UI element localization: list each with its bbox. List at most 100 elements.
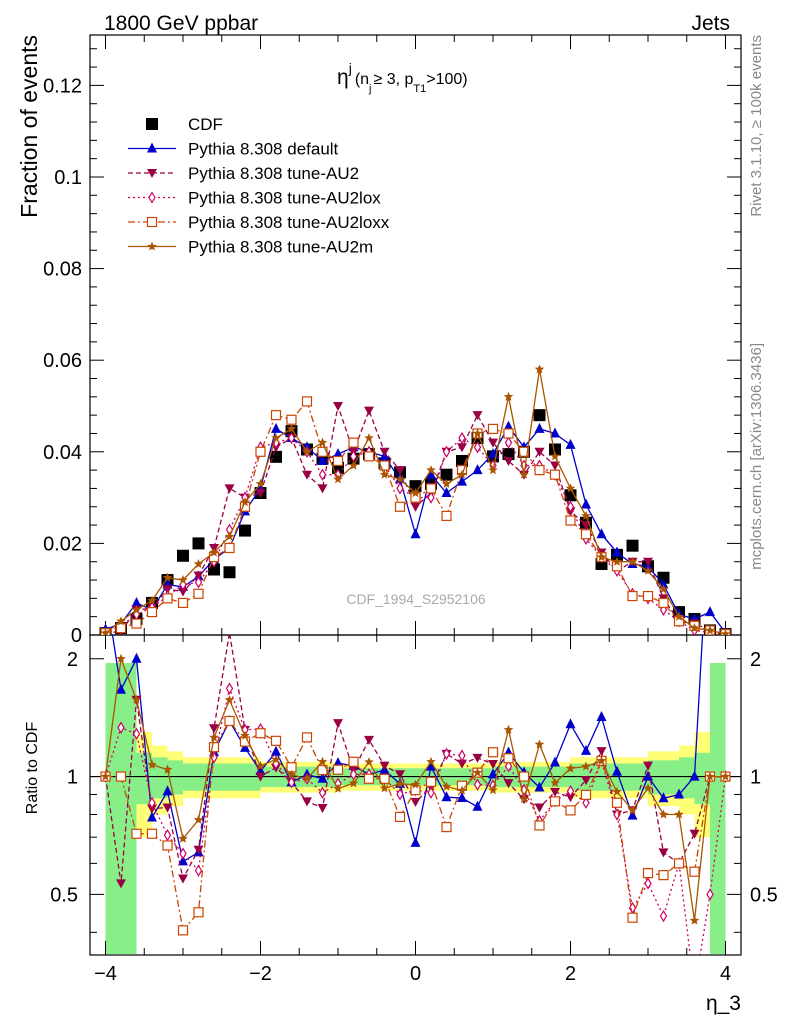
- header-right: Jets: [691, 12, 730, 35]
- x-tick-label: 0: [410, 963, 421, 985]
- series-2-point: [550, 461, 560, 471]
- series-5-ratio-point: [472, 767, 483, 777]
- series-5-point: [271, 433, 281, 443]
- legend-label-4: Pythia 8.308 tune-AU2loxx: [188, 213, 390, 232]
- series-5-ratio-point: [240, 730, 250, 740]
- series-5-point: [395, 474, 405, 484]
- series-2-ratio-point: [565, 793, 576, 803]
- series-5-point: [550, 451, 560, 461]
- series-2-point: [503, 456, 514, 466]
- series-2-ratio-point: [209, 724, 219, 734]
- series-4-ratio-point: [301, 732, 313, 743]
- series-2-ratio-point: [643, 761, 653, 771]
- series-1-ratio-point: [534, 781, 545, 792]
- series-5-point: [317, 437, 328, 447]
- series-5-ratio-point: [565, 763, 576, 773]
- series-3-ratio-point: [458, 749, 466, 762]
- series-3-ratio-point: [427, 786, 435, 799]
- series-5-ratio-point: [348, 778, 359, 788]
- legend-label-3: Pythia 8.308 tune-AU2lox: [188, 189, 381, 208]
- series-1-ratio-point: [581, 744, 591, 755]
- series-5-ratio-point: [689, 915, 700, 925]
- series-2-ratio-point: [364, 735, 374, 745]
- legend-label-1: Pythia 8.308 default: [188, 140, 339, 159]
- series-2-ratio-point: [472, 753, 483, 763]
- series-5-ratio-point: [705, 771, 715, 781]
- series-4-ratio-point: [611, 797, 623, 808]
- series-5-ratio-point: [395, 778, 405, 788]
- series-2-ratio-point: [333, 719, 343, 729]
- series-1-point: [565, 438, 576, 449]
- series-2-ratio-point: [534, 803, 545, 813]
- series-5-point: [689, 623, 700, 633]
- series-2-point: [364, 406, 374, 416]
- series-5-point: [224, 531, 235, 541]
- series-0-point: [239, 524, 251, 537]
- series-1-ratio-point: [488, 768, 498, 779]
- series-1-ratio-point: [116, 683, 126, 694]
- series-5-ratio-point: [674, 809, 684, 819]
- series-5-point: [333, 474, 343, 484]
- series-5-ratio-point: [224, 695, 235, 704]
- series-1-point: [612, 546, 622, 557]
- series-4-ratio-line: [105, 719, 726, 932]
- series-3-ratio-point: [132, 727, 141, 741]
- series-3-point: [427, 491, 435, 504]
- series-3-ratio-point: [287, 776, 296, 789]
- band-inner: [710, 663, 726, 954]
- series-0-point: [533, 409, 546, 422]
- series-3-ratio-point: [148, 796, 156, 809]
- title-sub-text: (n: [355, 71, 369, 88]
- series-1-point: [503, 420, 514, 431]
- series-5-point: [286, 423, 297, 433]
- series-5-ratio-point: [147, 759, 157, 769]
- series-4-point: [224, 542, 235, 554]
- series-0-point: [208, 563, 220, 576]
- series-3-point: [473, 441, 482, 454]
- series-1-point: [317, 454, 328, 465]
- title-main: η: [337, 66, 349, 89]
- series-2-ratio-point: [550, 787, 560, 797]
- series-1-ratio-point: [271, 745, 281, 756]
- series-2-point: [488, 438, 498, 448]
- legend-label-0: CDF: [188, 115, 223, 134]
- series-5-point: [565, 483, 576, 493]
- series-2-ratio-point: [317, 803, 328, 813]
- series-1-point: [705, 606, 715, 617]
- series-2-point: [410, 502, 421, 512]
- series-4-ratio-point: [441, 821, 452, 833]
- series-2-point: [457, 443, 467, 453]
- series-3-ratio-point: [210, 751, 218, 764]
- y-tick-label-top: 0.1: [54, 167, 82, 189]
- series-0-point: [270, 450, 282, 463]
- series-2-ratio-point: [193, 845, 204, 855]
- series-4-point: [580, 529, 592, 540]
- series-1-ratio-point: [472, 800, 483, 811]
- series-4-ratio-point: [115, 771, 127, 782]
- series-5-ratio-point: [720, 771, 731, 781]
- series-4-point: [503, 428, 514, 439]
- series-5-ratio-point: [255, 760, 266, 770]
- series-5-point: [534, 364, 545, 374]
- y-tick-label-top: 0.12: [43, 75, 82, 97]
- series-5-ratio-point: [364, 757, 374, 767]
- series-5-point: [503, 391, 514, 401]
- y-tick-label-ratio-right: 1: [750, 767, 761, 789]
- series-4-point: [146, 606, 158, 618]
- series-5-ratio-point: [612, 786, 622, 796]
- series-5-ratio-point: [286, 769, 297, 779]
- series-1-ratio-point: [457, 791, 467, 802]
- series-5-point: [596, 552, 607, 562]
- y-tick-label-ratio: 0.5: [50, 884, 78, 906]
- series-0-point: [223, 566, 236, 579]
- series-1-ratio-point: [317, 772, 328, 783]
- series-4-ratio-point: [549, 796, 561, 807]
- series-3-point: [287, 431, 296, 445]
- series-5-point: [519, 469, 529, 479]
- series-4-ratio-point: [363, 773, 375, 784]
- series-5-ratio-point: [410, 779, 421, 789]
- series-4-point: [332, 455, 344, 467]
- series-4-point: [301, 396, 313, 407]
- legend: CDF Pythia 8.308 default Pythia 8.308 tune…: [128, 115, 390, 257]
- series-4-ratio-point: [487, 747, 499, 758]
